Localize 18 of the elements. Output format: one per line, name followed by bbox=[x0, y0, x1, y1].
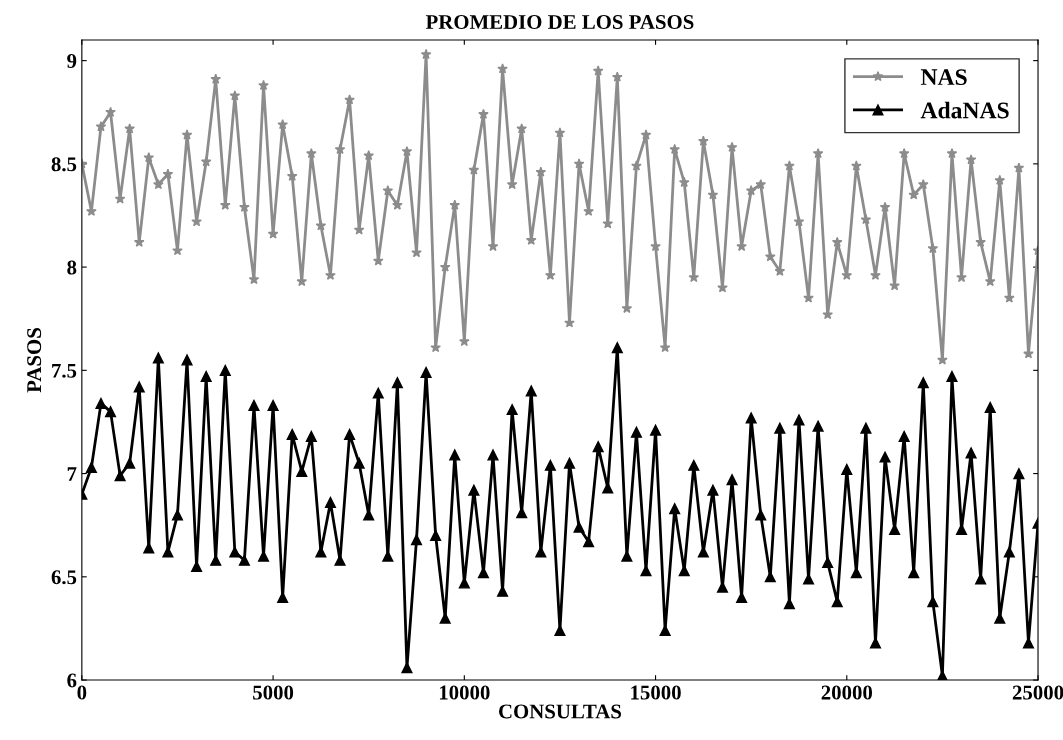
y-tick-label: 8.5 bbox=[51, 157, 77, 172]
y-axis-title: PASOS bbox=[27, 328, 42, 393]
y-tick-label: 6 bbox=[67, 673, 77, 688]
y-tick-label: 6.5 bbox=[51, 570, 77, 585]
legend-label: NAS bbox=[920, 69, 967, 86]
y-tick-label: 9 bbox=[67, 54, 77, 69]
x-tick-label: 5000 bbox=[253, 685, 294, 700]
y-tick-label: 7 bbox=[67, 467, 77, 481]
x-tick-label: 0 bbox=[77, 685, 87, 700]
x-tick-label: 15000 bbox=[631, 685, 681, 700]
x-tick-label: 10000 bbox=[439, 685, 490, 700]
y-tick-label: 7.5 bbox=[52, 363, 77, 378]
x-tick-label: 20000 bbox=[821, 685, 873, 700]
chart-title: PROMEDIO DE LOS PASOS bbox=[425, 15, 694, 30]
x-tick-label: 25000 bbox=[1012, 685, 1063, 700]
x-axis-title: CONSULTAS bbox=[499, 704, 622, 719]
legend-label: AdaNAS bbox=[920, 101, 1009, 119]
y-tick-label: 8 bbox=[67, 260, 77, 275]
